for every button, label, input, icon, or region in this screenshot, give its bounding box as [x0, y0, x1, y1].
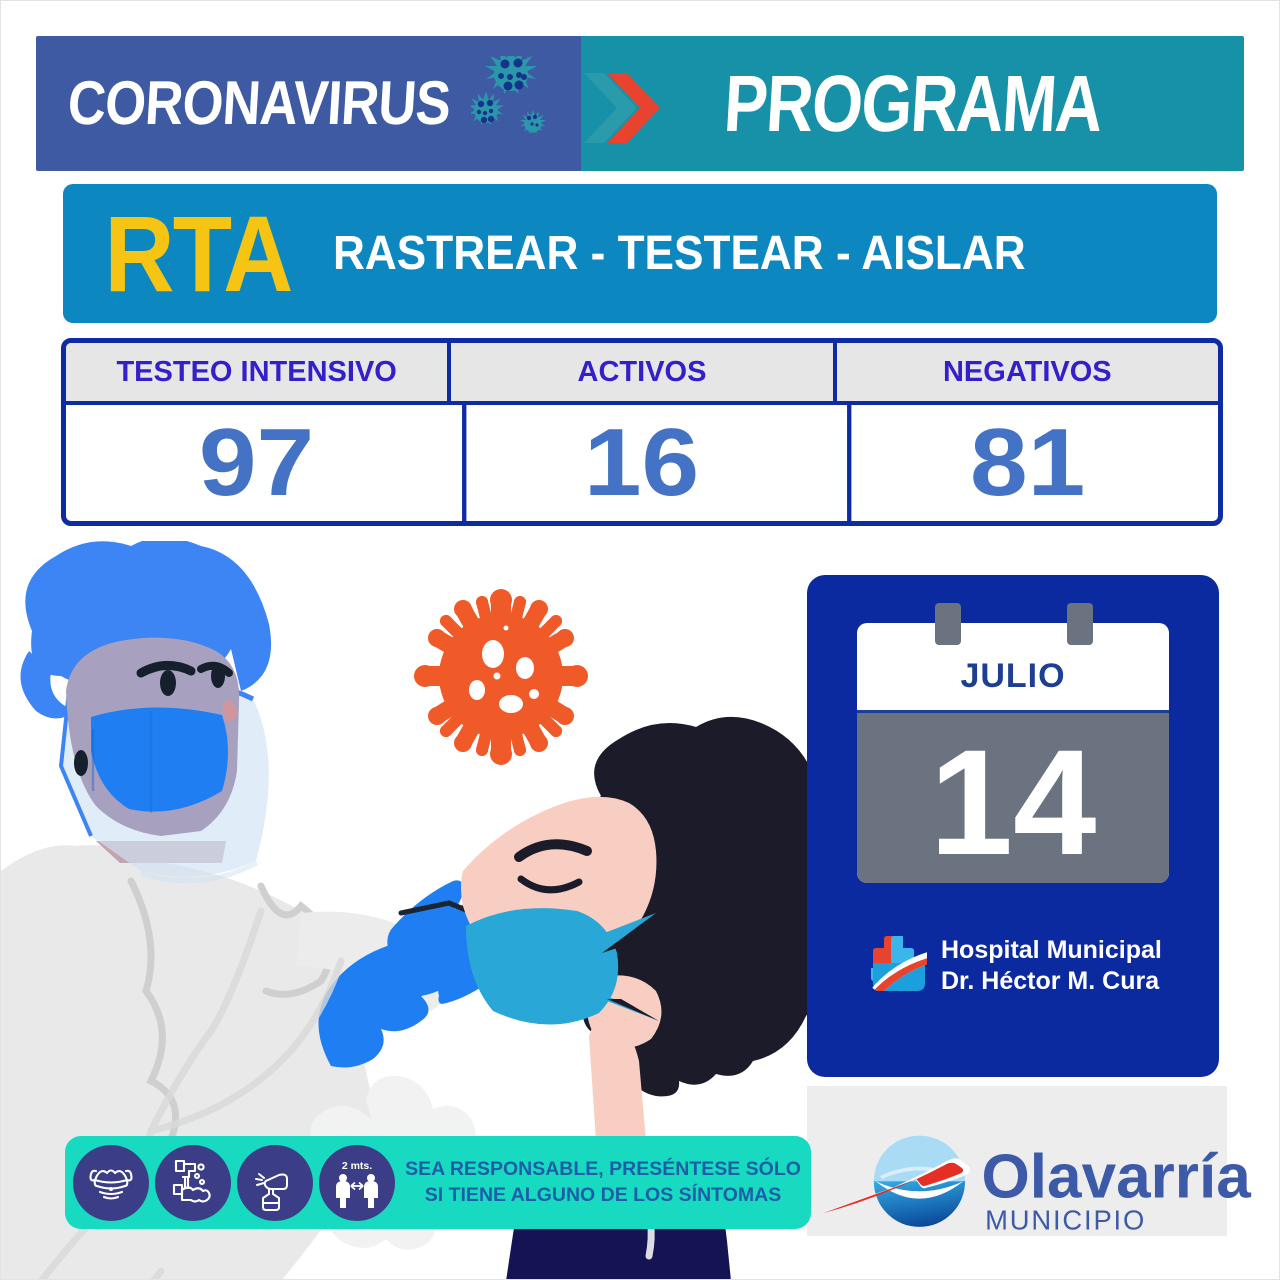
svg-text:MUNICIPIO: MUNICIPIO [985, 1205, 1146, 1236]
svg-text:2 mts.: 2 mts. [342, 1160, 372, 1172]
svg-text:Olavarría: Olavarría [982, 1143, 1252, 1212]
